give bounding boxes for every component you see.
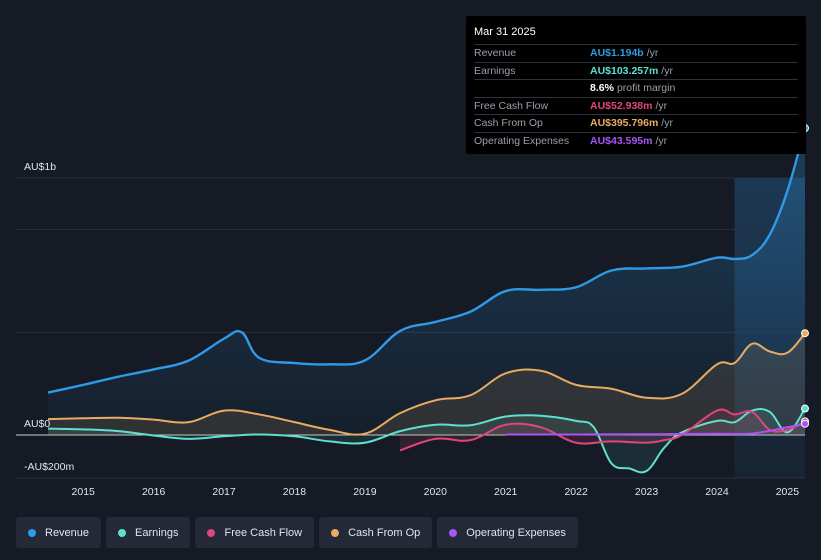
tooltip-row-unit: /yr — [661, 117, 673, 129]
x-tick-label: 2024 — [705, 486, 729, 498]
tooltip-row-unit: /yr — [646, 47, 659, 59]
y-tick-label: AU$0 — [24, 418, 50, 430]
x-tick-label: 2023 — [635, 486, 659, 498]
x-tick-label: 2017 — [212, 486, 236, 498]
legend-dot-icon — [331, 528, 340, 537]
tooltip-row-unit: /yr — [655, 134, 668, 147]
legend-dot-icon — [118, 528, 127, 537]
tooltip-row-unit: /yr — [655, 99, 668, 112]
x-tick-label: 2018 — [283, 486, 307, 498]
tooltip-row: Operating Expenses AU$43.595m/yr — [474, 131, 798, 150]
legend-item-free-cash-flow[interactable]: Free Cash Flow — [195, 517, 315, 548]
tooltip-row: 8.6% profit margin — [474, 79, 798, 97]
line-revenue — [47, 127, 807, 394]
legend-item-operating-expenses[interactable]: Operating Expenses — [437, 517, 578, 548]
tooltip-row-label: Revenue — [474, 47, 517, 59]
tooltip-row: Revenue AU$1.194b/yr — [474, 44, 798, 62]
tooltip-row-label: Operating Expenses — [474, 134, 570, 147]
tooltip-row-value: AU$395.796m — [590, 117, 659, 129]
tooltip-row-unit: /yr — [661, 64, 673, 77]
area-earnings — [48, 408, 805, 473]
legend-label: Operating Expenses — [466, 526, 566, 539]
tooltip-row: Earnings AU$103.257m/yr — [474, 61, 798, 80]
tooltip-row-value: AU$103.257m — [590, 64, 659, 77]
chart-plot: AU$1b AU$0 -AU$200m 2015 2016 2017 2018 2019 20… — [16, 124, 809, 498]
tooltip-row-label — [474, 80, 590, 97]
legend-dot-icon — [207, 528, 216, 537]
line-operating-expenses — [505, 422, 806, 436]
legend-label: Cash From Op — [348, 526, 421, 539]
area-revenue — [48, 128, 805, 435]
end-marker-cash-from-op — [801, 329, 809, 338]
legend-label: Free Cash Flow — [224, 526, 303, 539]
tooltip-row-value: AU$52.938m — [590, 99, 653, 112]
tooltip-row-value: AU$43.595m — [590, 134, 653, 147]
end-marker-earnings — [801, 404, 809, 413]
tooltip-row-label: Cash From Op — [474, 117, 543, 129]
y-tick-label: AU$1b — [24, 161, 56, 173]
tooltip-row: Cash From Op AU$395.796m/yr — [474, 114, 798, 132]
x-tick-label: 2016 — [142, 486, 166, 498]
x-tick-label: 2015 — [72, 486, 96, 498]
tooltip-date: Mar 31 2025 — [474, 26, 536, 38]
x-tick-label: 2019 — [353, 486, 377, 498]
tooltip-row-unit: profit margin — [616, 82, 676, 94]
x-tick-label: 2025 — [776, 486, 800, 498]
line-free-cash-flow — [399, 408, 806, 452]
x-tick-label: 2020 — [424, 486, 448, 498]
tooltip-row-value: 8.6% — [590, 82, 614, 94]
legend-dot-icon — [449, 528, 458, 537]
tooltip-row-label: Free Cash Flow — [474, 99, 549, 112]
tooltip-row-label: Earnings — [474, 64, 516, 77]
legend-dot-icon — [28, 528, 36, 537]
legend-item-cash-from-op[interactable]: Cash From Op — [319, 517, 433, 548]
tooltip-row-value: AU$1.194b — [590, 47, 644, 59]
x-tick-label: 2022 — [564, 486, 588, 498]
tooltip-row: Free Cash Flow AU$52.938m/yr — [474, 96, 798, 115]
end-marker-operating-expenses — [801, 419, 809, 428]
area-cash-from-op — [48, 333, 805, 435]
line-cash-from-op — [47, 332, 806, 436]
legend-label: Revenue — [45, 526, 90, 539]
legend-item-earnings[interactable]: Earnings — [106, 517, 191, 548]
legend-label: Earnings — [135, 526, 179, 539]
y-tick-label: -AU$200m — [24, 461, 74, 473]
legend-item-revenue[interactable]: Revenue — [16, 517, 102, 548]
chart-legend: Revenue Earnings Free Cash Flow Cash From O… — [16, 517, 578, 548]
data-tooltip: Mar 31 2025 Revenue AU$1.194b/yr Earnings A… — [466, 16, 806, 154]
line-earnings — [47, 407, 806, 474]
x-tick-label: 2021 — [494, 486, 518, 498]
